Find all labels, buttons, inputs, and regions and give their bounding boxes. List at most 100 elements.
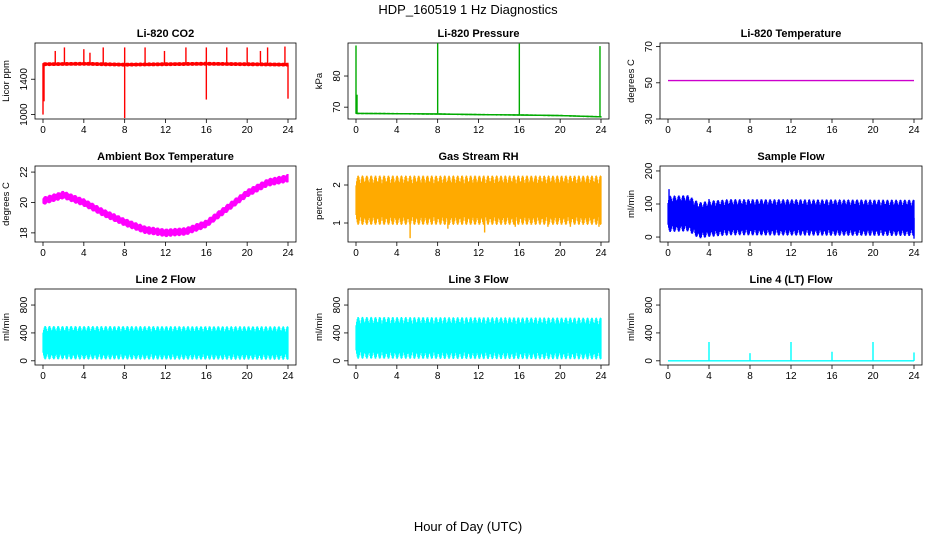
y-tick-label: 400 xyxy=(332,324,343,341)
x-tick-label: 4 xyxy=(706,371,712,382)
noise-band xyxy=(42,174,289,238)
x-tick-label: 12 xyxy=(785,125,797,136)
y-tick-label: 400 xyxy=(644,324,655,341)
x-tick-label: 16 xyxy=(514,248,526,259)
x-tick-label: 8 xyxy=(122,125,128,136)
y-axis-label: degrees C xyxy=(626,59,637,103)
x-tick-label: 8 xyxy=(435,371,441,382)
x-tick-label: 24 xyxy=(595,371,607,382)
panel-title: Line 2 Flow xyxy=(136,274,196,286)
x-tick-label: 0 xyxy=(665,248,671,259)
panel-title: Gas Stream RH xyxy=(438,151,518,163)
panel-title: Sample Flow xyxy=(757,151,825,163)
x-tick-label: 4 xyxy=(394,371,400,382)
y-axis-label: degrees C xyxy=(1,182,12,226)
panel-li-820-pressure: Li-820 Pressure kPa 0 4 8 12 16 20 24 70 80 xyxy=(314,28,610,136)
x-tick-label: 0 xyxy=(665,125,671,136)
x-tick-label: 0 xyxy=(353,248,359,259)
y-tick-label: 0 xyxy=(644,234,655,240)
x-tick-label: 16 xyxy=(201,371,213,382)
x-tick-label: 4 xyxy=(706,248,712,259)
x-tick-label: 20 xyxy=(242,248,254,259)
panel-title: Ambient Box Temperature xyxy=(97,151,234,163)
y-tick-label: 1400 xyxy=(19,68,30,91)
x-tick-label: 8 xyxy=(435,248,441,259)
y-axis-label: ml/min xyxy=(314,313,325,341)
series-line xyxy=(355,337,602,340)
y-tick-label: 1000 xyxy=(19,103,30,126)
x-tick-label: 12 xyxy=(160,125,172,136)
y-tick-label: 20 xyxy=(19,196,30,208)
y-axis-label: ml/min xyxy=(1,313,12,341)
x-tick-label: 4 xyxy=(81,371,87,382)
y-tick-label: 80 xyxy=(332,70,343,82)
x-tick-label: 12 xyxy=(160,248,172,259)
x-tick-label: 24 xyxy=(908,125,920,136)
x-tick-label: 20 xyxy=(867,248,879,259)
x-tick-label: 0 xyxy=(665,371,671,382)
panel-line-4-lt-flow: Line 4 (LT) Flow ml/min 0 4 8 12 16 20 24 0 400 800 xyxy=(626,274,923,382)
y-axis-label: percent xyxy=(314,188,325,220)
series-line-4-lt-flow xyxy=(667,341,915,362)
x-tick-label: 8 xyxy=(747,125,753,136)
x-tick-label: 8 xyxy=(435,125,441,136)
x-tick-label: 12 xyxy=(473,248,485,259)
x-tick-label: 0 xyxy=(353,371,359,382)
plot-frame xyxy=(34,42,297,120)
x-tick-label: 16 xyxy=(826,248,838,259)
x-tick-label: 0 xyxy=(40,371,46,382)
figure-title: HDP_160519 1 Hz Diagnostics xyxy=(378,2,558,17)
y-tick-label: 1 xyxy=(332,220,343,226)
y-axis-label: Licor ppm xyxy=(1,60,12,102)
series-line xyxy=(42,177,289,234)
series-line xyxy=(355,112,602,118)
plot-frame xyxy=(347,42,610,120)
y-axis-label: ml/min xyxy=(626,313,637,341)
x-tick-label: 4 xyxy=(706,125,712,136)
x-tick-label: 0 xyxy=(40,248,46,259)
x-tick-label: 16 xyxy=(826,371,838,382)
x-tick-label: 24 xyxy=(282,371,294,382)
series-ambient-box-temperature xyxy=(42,174,289,238)
y-tick-label: 400 xyxy=(19,324,30,341)
y-tick-label: 22 xyxy=(19,166,30,178)
panel-line-3-flow: Line 3 Flow ml/min 0 4 8 12 16 20 24 0 400 800 xyxy=(314,274,610,382)
x-tick-label: 8 xyxy=(122,371,128,382)
x-tick-label: 4 xyxy=(394,248,400,259)
y-tick-label: 30 xyxy=(644,113,655,125)
x-tick-label: 20 xyxy=(867,125,879,136)
panel-title: Line 3 Flow xyxy=(449,274,509,286)
panel-title: Li-820 Temperature xyxy=(741,28,842,40)
series-sample-flow xyxy=(667,189,915,239)
x-tick-label: 8 xyxy=(747,371,753,382)
panel-title: Line 4 (LT) Flow xyxy=(750,274,833,286)
y-tick-label: 200 xyxy=(644,162,655,179)
x-tick-label: 20 xyxy=(555,371,567,382)
y-axis-label: kPa xyxy=(314,72,325,89)
x-tick-label: 4 xyxy=(394,125,400,136)
panel-ambient-box-temperature: Ambient Box Temperature degrees C 0 4 8 12 16 2… xyxy=(1,151,297,259)
series-line xyxy=(667,212,915,222)
x-tick-label: 20 xyxy=(555,248,567,259)
x-tick-label: 20 xyxy=(867,371,879,382)
y-tick-label: 2 xyxy=(332,182,343,188)
series-line-3-flow xyxy=(355,316,602,360)
y-tick-label: 800 xyxy=(332,296,343,313)
x-tick-label: 20 xyxy=(242,371,254,382)
y-tick-label: 100 xyxy=(644,195,655,212)
x-tick-label: 8 xyxy=(122,248,128,259)
panel-li-820-co2: Li-820 CO2 Licor ppm 0 4 8 12 16 20 24 1000 1400 xyxy=(1,28,297,136)
panel-title: Li-820 Pressure xyxy=(438,28,520,40)
x-tick-label: 20 xyxy=(242,125,254,136)
y-tick-label: 800 xyxy=(19,296,30,313)
y-tick-label: 50 xyxy=(644,77,655,89)
y-tick-label: 0 xyxy=(332,358,343,364)
x-tick-label: 24 xyxy=(282,248,294,259)
x-tick-label: 16 xyxy=(201,248,213,259)
x-tick-label: 16 xyxy=(514,371,526,382)
x-tick-label: 0 xyxy=(40,125,46,136)
x-tick-label: 24 xyxy=(595,125,607,136)
